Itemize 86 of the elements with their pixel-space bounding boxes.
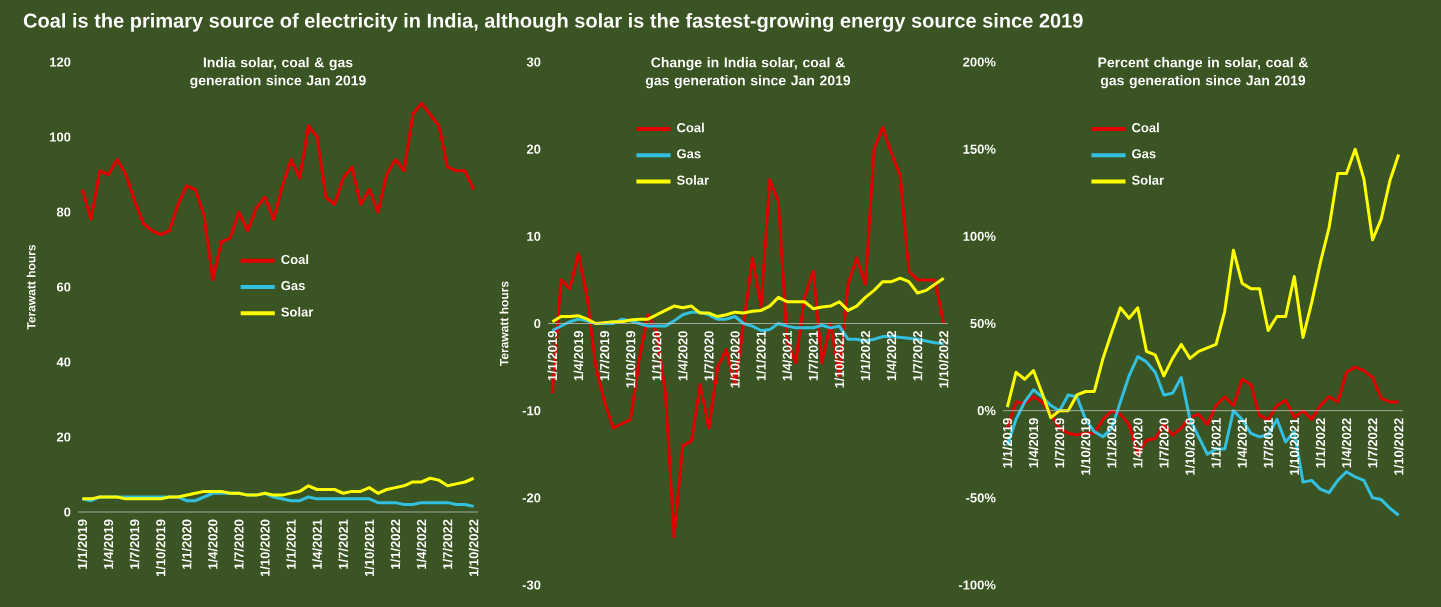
legend-label: Solar (281, 307, 314, 317)
x-tick-label: 1/7/2022 (442, 519, 453, 569)
x-tick-label: 1/10/2020 (730, 331, 740, 388)
x-tick-label: 1/4/2021 (1237, 418, 1247, 468)
y-tick-label: 200% (963, 57, 996, 67)
y-tick-label: 20 (56, 432, 71, 442)
legend-label: Coal (677, 122, 704, 133)
y-tick-label: 50% (970, 318, 996, 329)
chart-title: India solar, coal & gas generation since Jan 2019 (190, 57, 366, 89)
x-tick-label: 1/10/2019 (155, 519, 166, 577)
legend-label: Gas (1132, 149, 1156, 159)
chart-title: Change in India solar, coal & gas generation since Jan 2019 (645, 57, 851, 89)
line-series (80, 101, 476, 281)
y-tick-label: 10 (527, 231, 541, 241)
legend-label: Solar (1131, 175, 1164, 185)
x-tick-label: 1/7/2022 (912, 331, 923, 381)
x-tick-label: 1/10/2020 (260, 519, 270, 577)
x-tick-label: 1/7/2020 (1159, 418, 1169, 468)
line-series (1005, 147, 1401, 420)
y-axis-title: Terawatt hours (499, 281, 509, 366)
x-tick-label: 1/7/2020 (704, 331, 714, 381)
x-tick-label: 1/10/2019 (625, 331, 636, 388)
x-tick-label: 1/7/2020 (234, 519, 244, 569)
x-tick-label: 1/10/2019 (1080, 418, 1091, 475)
x-tick-label: 1/10/2020 (1185, 418, 1195, 475)
x-tick-label: 1/10/2021 (1289, 418, 1300, 475)
y-tick-label: 20 (526, 144, 541, 154)
y-axis-title: Terawatt hours (26, 244, 36, 330)
y-tick-label: -100% (958, 580, 996, 590)
y-tick-label: 40 (56, 357, 71, 367)
x-tick-label: 1/1/2020 (181, 519, 192, 569)
x-tick-label: 1/1/2022 (860, 331, 871, 381)
x-tick-label: 1/10/2022 (938, 331, 949, 388)
x-tick-label: 1/7/2021 (1263, 418, 1274, 468)
x-tick-label: 1/10/2022 (1393, 418, 1404, 475)
x-tick-label: 1/1/2019 (1002, 418, 1013, 468)
y-tick-label: 30 (526, 57, 541, 67)
x-tick-label: 1/4/2021 (782, 330, 792, 381)
y-tick-label: -50% (966, 493, 996, 503)
y-tick-label: 60 (56, 282, 71, 292)
x-tick-label: 1/7/2022 (1367, 418, 1378, 468)
legend-label: Gas (281, 280, 305, 291)
y-tick-label: -10 (522, 406, 541, 416)
x-tick-label: 1/1/2021 (756, 330, 766, 381)
y-tick-label: 120 (50, 57, 71, 67)
x-tick-label: 1/1/2022 (390, 519, 401, 569)
x-tick-label: 1/10/2021 (834, 330, 845, 388)
x-tick-label: 1/7/2021 (808, 330, 819, 381)
x-tick-label: 1/4/2022 (1341, 418, 1352, 468)
y-tick-label: 100 (50, 132, 71, 142)
x-tick-label: 1/4/2020 (1132, 418, 1143, 468)
x-tick-label: 1/10/2021 (364, 519, 375, 577)
x-tick-label: 1/7/2021 (338, 519, 349, 569)
x-tick-label: 1/4/2022 (886, 331, 897, 381)
x-tick-label: 1/4/2019 (1028, 418, 1039, 468)
y-tick-label: 150% (963, 144, 996, 154)
x-tick-label: 1/4/2022 (416, 519, 427, 569)
x-tick-label: 1/7/2019 (599, 331, 610, 381)
legend-label: Coal (281, 254, 309, 265)
x-tick-label: 1/1/2022 (1315, 418, 1326, 468)
x-tick-label: 1/1/2021 (1211, 418, 1221, 468)
x-tick-label: 1/1/2020 (651, 331, 662, 381)
x-tick-label: 1/4/2019 (103, 519, 114, 569)
chart-title: Percent change in solar, coal & gas generation since Jan 2019 (1098, 57, 1308, 89)
legend-label: Solar (676, 175, 709, 185)
x-tick-label: 1/4/2020 (677, 331, 688, 381)
text: Coal is the primary source of electricity in India, although solar is the fastest-growing energy source since 2019 (23, 13, 1083, 32)
x-tick-label: 1/1/2019 (77, 519, 88, 569)
legend-label: Coal (1132, 122, 1159, 133)
x-tick-label: 1/10/2022 (468, 519, 479, 577)
x-tick-label: 1/4/2020 (207, 519, 218, 569)
y-tick-label: 0% (977, 406, 996, 416)
y-tick-label: 80 (56, 207, 71, 217)
x-tick-label: 1/7/2019 (1054, 418, 1065, 468)
legend-label: Gas (677, 149, 701, 159)
y-tick-label: -20 (522, 493, 541, 503)
y-tick-label: 0 (64, 507, 71, 517)
x-tick-label: 1/1/2019 (547, 331, 558, 381)
y-tick-label: 100% (963, 231, 996, 241)
x-tick-label: 1/7/2019 (129, 519, 140, 569)
x-tick-label: 1/1/2021 (286, 519, 296, 569)
y-tick-label: -30 (522, 580, 541, 590)
y-tick-label: 0 (534, 318, 541, 329)
x-tick-label: 1/4/2019 (573, 331, 584, 381)
x-tick-label: 1/4/2021 (312, 519, 322, 569)
x-tick-label: 1/1/2020 (1106, 418, 1117, 468)
